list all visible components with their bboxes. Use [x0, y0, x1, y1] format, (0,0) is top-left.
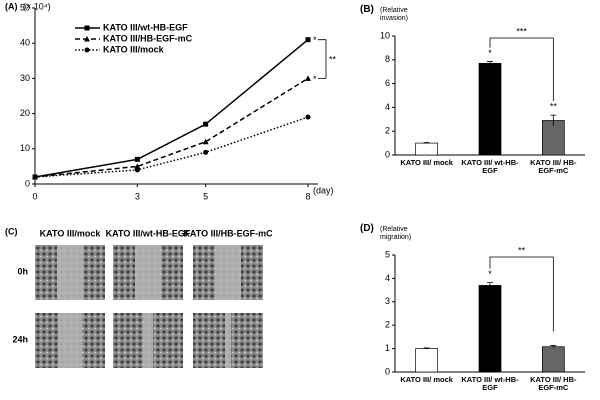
marker — [305, 114, 311, 120]
y-axis-label: (Relative migration) — [380, 226, 412, 241]
marker — [134, 167, 140, 173]
x-tick-label: 3 — [135, 191, 140, 201]
annotation: ** — [329, 54, 337, 64]
row-label: 24h — [12, 334, 28, 344]
annotation: *** — [516, 26, 527, 36]
column-label: KATO III/mock — [40, 228, 102, 238]
wound-gap — [225, 313, 231, 368]
bar — [415, 142, 439, 156]
legend-label: KATO III/mock — [103, 44, 165, 54]
annotation: * — [313, 35, 317, 45]
annotation: * — [313, 74, 317, 84]
annotation: * — [488, 48, 492, 58]
y-tick-label: 50 — [20, 2, 30, 12]
legend-label: KATO III/wt-HB-EGF — [103, 22, 188, 32]
y-tick-label: 3 — [385, 296, 390, 306]
x-tick-label: KATO III/ HB-EGF-mC — [530, 375, 577, 392]
x-tick-label: KATO III/ HB-EGF-mC — [530, 158, 577, 175]
x-tick-label: KATO III/ mock — [400, 375, 453, 384]
y-tick-label: 8 — [385, 54, 390, 64]
error-bar — [550, 114, 557, 126]
marker — [305, 75, 311, 81]
error-bar — [423, 142, 430, 144]
marker — [134, 163, 141, 169]
marker — [84, 25, 90, 31]
error-bar — [487, 61, 493, 66]
y-axis-label: (× 10⁴) — [23, 1, 51, 11]
y-tick-label: 1 — [385, 343, 390, 353]
annotation: * — [488, 269, 492, 279]
wound-gap — [57, 245, 83, 300]
y-tick-label: 4 — [385, 273, 390, 283]
bar — [478, 63, 502, 156]
wound-gap — [135, 245, 161, 300]
line — [34, 77, 309, 178]
y-tick-label: 2 — [385, 126, 390, 136]
row-label: 0h — [17, 266, 28, 276]
annotation: ** — [518, 245, 526, 255]
wound-gap — [58, 313, 82, 368]
y-tick-label: 2 — [385, 320, 390, 330]
y-tick-label: 5 — [385, 249, 390, 259]
error-bar — [550, 345, 557, 348]
marker — [203, 121, 209, 127]
x-tick-label: KATO III/ wt-HB-EGF — [461, 158, 519, 175]
column-label: KATO III/wt-HB-EGF — [106, 228, 191, 238]
x-tick-label: 0 — [32, 191, 37, 201]
y-tick-label: 0 — [385, 366, 390, 376]
bracket — [489, 256, 554, 332]
marker — [305, 37, 311, 43]
y-tick-label: 30 — [20, 73, 30, 83]
wound-gap — [215, 245, 241, 300]
column-label: KATO III/HB-EGF-mC — [183, 228, 273, 238]
legend-label: KATO III/HB-EGF-mC — [103, 33, 193, 43]
annotation: ** — [550, 102, 558, 112]
marker — [84, 36, 90, 42]
marker — [203, 149, 209, 155]
error-bar — [487, 282, 493, 289]
panel-label: (A) — [5, 1, 18, 11]
panel-label: (B) — [360, 4, 374, 15]
bracket — [489, 37, 554, 102]
y-axis-label: (Relative invasion) — [380, 7, 409, 22]
error-bar — [423, 347, 430, 350]
bracket — [318, 39, 327, 79]
x-tick-label: 8 — [305, 191, 310, 201]
bar — [415, 348, 439, 373]
marker — [134, 156, 140, 162]
x-tick-label: KATO III/ wt-HB-EGF — [461, 375, 519, 392]
y-tick-label: 4 — [385, 102, 390, 112]
line — [34, 116, 309, 178]
marker — [84, 47, 90, 53]
y-tick-label: 0 — [385, 149, 390, 159]
x-tick-label: KATO III/ mock — [400, 158, 453, 167]
panel-label: (D) — [360, 223, 374, 234]
line — [34, 39, 309, 178]
y-tick-label: 40 — [20, 38, 30, 48]
bar — [541, 346, 565, 373]
x-tick-label: 5 — [203, 191, 208, 201]
panel-label: (C) — [5, 226, 18, 236]
wound-gap — [143, 313, 153, 368]
marker — [202, 138, 209, 145]
marker — [32, 174, 38, 180]
x-axis-label: (day) — [313, 185, 334, 195]
y-tick-label: 10 — [20, 143, 30, 153]
y-tick-label: 10 — [380, 30, 390, 40]
y-tick-label: 6 — [385, 78, 390, 88]
bar — [478, 285, 502, 373]
y-tick-label: 20 — [20, 108, 30, 118]
y-tick-label: 0 — [25, 178, 30, 188]
